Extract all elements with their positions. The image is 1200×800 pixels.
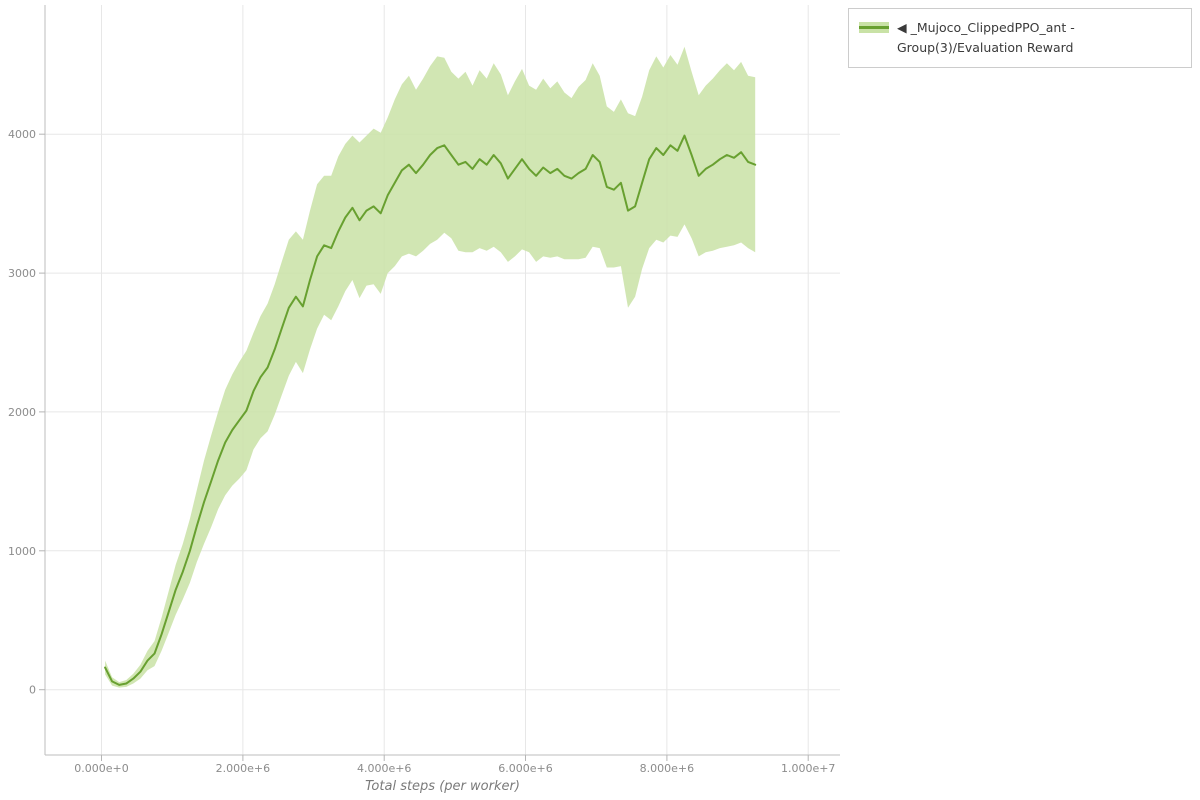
y-tick-label: 0: [29, 684, 36, 697]
x-tick-label: 8.000e+6: [640, 762, 694, 775]
x-tick-label: 2.000e+6: [216, 762, 270, 775]
y-tick-label: 4000: [8, 128, 36, 141]
y-tick-label: 1000: [8, 545, 36, 558]
x-tick-label: 4.000e+6: [357, 762, 411, 775]
x-axis-title: Total steps (per worker): [365, 779, 520, 794]
y-tick-label: 2000: [8, 406, 36, 419]
series-swatch-icon: [859, 22, 889, 33]
legend: ◀ _Mujoco_ClippedPPO_ant - Group(3)/Eval…: [848, 8, 1192, 68]
x-tick-label: 6.000e+6: [498, 762, 552, 775]
legend-item[interactable]: ◀ _Mujoco_ClippedPPO_ant - Group(3)/Eval…: [859, 18, 1181, 58]
legend-label: ◀ _Mujoco_ClippedPPO_ant - Group(3)/Eval…: [897, 20, 1075, 55]
y-tick-label: 3000: [8, 267, 36, 280]
mean-line: [104, 134, 757, 686]
x-tick-label: 0.000e+0: [74, 762, 128, 775]
confidence-band: [105, 46, 756, 688]
series-line-icon: [859, 26, 889, 29]
x-tick-label: 1.000e+7: [781, 762, 835, 775]
